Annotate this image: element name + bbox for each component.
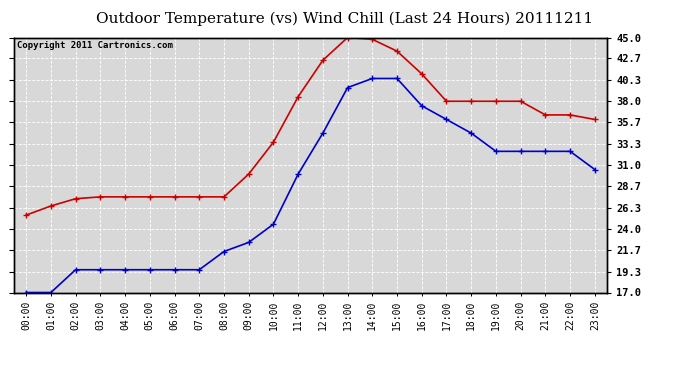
Text: Outdoor Temperature (vs) Wind Chill (Last 24 Hours) 20111211: Outdoor Temperature (vs) Wind Chill (Las… — [97, 11, 593, 26]
Text: Copyright 2011 Cartronics.com: Copyright 2011 Cartronics.com — [17, 41, 172, 50]
